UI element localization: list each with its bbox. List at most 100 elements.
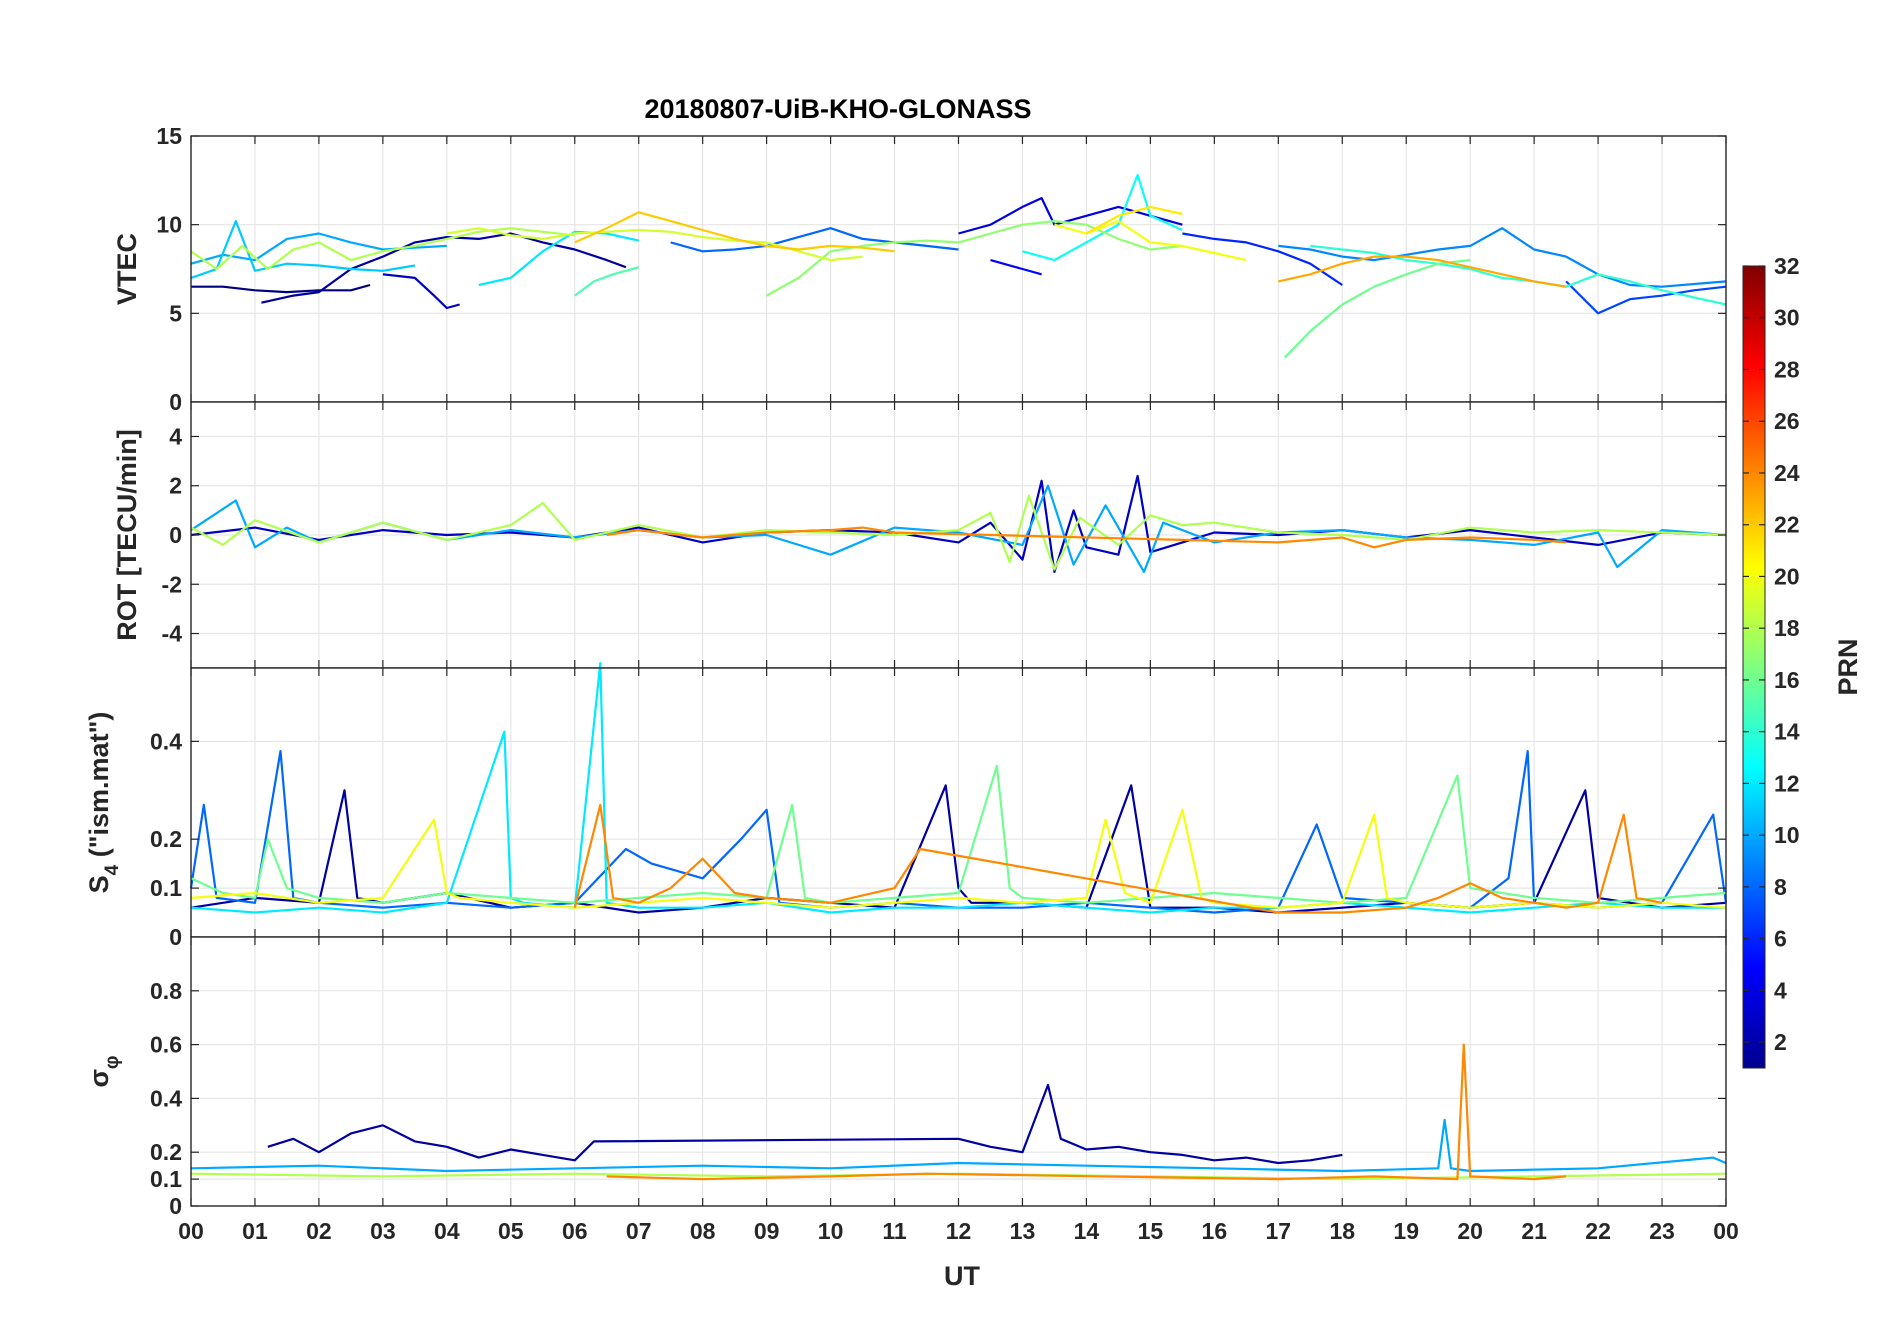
series-line-vtec-prn-9 (1278, 227, 1727, 288)
x-axis-label: UT (944, 1261, 980, 1291)
series-line-vtec-prn-1 (191, 283, 371, 294)
series-line-vtec-prn-21 (1085, 205, 1183, 235)
y-axis-label-main: S (84, 875, 114, 893)
y-axis-label-sigphi: σφ (84, 1055, 123, 1087)
y-axis-label-sub: φ (102, 1055, 123, 1069)
y-tick-label: 0 (169, 389, 182, 415)
colorbar-gradient (1742, 265, 1766, 1069)
y-tick-label: 0.6 (150, 1032, 182, 1058)
y-tick-label: 0 (169, 1193, 182, 1219)
series-group (189, 662, 1728, 914)
y-tick-label: 0.4 (150, 728, 182, 754)
y-tick-label: 0.2 (150, 826, 182, 852)
series-line-vtec-prn-13 (1022, 173, 1183, 262)
series-line-vtec-prn-5 (990, 259, 1042, 276)
series-line-vtec-prn-17 (766, 220, 1183, 297)
x-tick-label: 17 (1265, 1218, 1291, 1244)
y-tick-label: 0 (169, 522, 182, 548)
x-tick-label: 12 (946, 1218, 972, 1244)
colorbar-tick-label: 14 (1774, 719, 1800, 745)
series-line-sigphi-prn-10 (190, 1118, 1727, 1173)
colorbar-tick-label: 16 (1774, 667, 1800, 693)
x-tick-label: 04 (434, 1218, 460, 1244)
x-tick-label: 13 (1010, 1218, 1036, 1244)
y-axis-label-s4: S4 ("ism.mat") (84, 712, 123, 894)
x-tick-label: 20 (1457, 1218, 1483, 1244)
colorbar-tick-label: 10 (1774, 822, 1800, 848)
y-tick-label: -2 (162, 571, 182, 597)
x-tick-label: 00 (178, 1218, 204, 1244)
series-line-s4-prn-20 (190, 808, 1727, 909)
series-line-vtec-prn-14 (1310, 244, 1727, 306)
x-tick-label: 07 (626, 1218, 652, 1244)
y-tick-label: 0.8 (150, 978, 182, 1004)
series-line-vtec-prn-16 (1283, 259, 1471, 359)
series-line-vtec-prn-12 (478, 230, 639, 287)
series-line-vtec-prn-3 (382, 273, 460, 310)
y-tick-label: 2 (169, 473, 182, 499)
y-tick-label: 10 (156, 212, 182, 238)
colorbar-label: PRN (1833, 638, 1863, 695)
x-tick-label: 05 (498, 1218, 524, 1244)
x-tick-label: 02 (306, 1218, 332, 1244)
y-axis-label-rot: ROT [TECU/min] (112, 429, 142, 640)
series-line-s4-prn-12 (190, 662, 1726, 914)
series-line-s4-prn-24 (573, 803, 1663, 914)
colorbar-tick-label: 8 (1774, 874, 1787, 900)
y-axis-label-main: σ (84, 1069, 114, 1087)
colorbar-tick-label: 12 (1774, 770, 1800, 796)
series-line-s4-prn-16 (190, 764, 1727, 904)
y-tick-label: 0.1 (150, 1166, 182, 1192)
panel-sigphi: 00.10.2 0.4 0.6 0.8 σφ (84, 936, 1727, 1219)
y-tick-label: 0.1 (150, 875, 182, 901)
colorbar-tick-label: 26 (1774, 408, 1800, 434)
y-axis-label-rest: ("ism.mat") (84, 712, 114, 865)
x-tick-label: 10 (818, 1218, 844, 1244)
panel-vtec: 0 5 10 15 VTEC (112, 123, 1727, 415)
colorbar-tick-label: 20 (1774, 563, 1800, 589)
x-tick-label: 11 (882, 1218, 907, 1244)
y-tick-label: 4 (169, 423, 182, 449)
x-tick-label: 15 (1138, 1218, 1164, 1244)
colorbar-tick-label: 18 (1774, 615, 1800, 641)
series-line-vtec-prn-22 (574, 211, 895, 253)
panel-rot: -4 -2 0 2 4 ROT [TECU/min] (112, 401, 1727, 669)
colorbar-tick-label: 4 (1774, 977, 1787, 1003)
y-tick-label: 5 (169, 300, 182, 326)
y-axis-label-sub: 4 (102, 864, 123, 875)
series-line-rot-prn-18 (190, 494, 1727, 571)
x-tick-label: 08 (690, 1218, 716, 1244)
series-line-vtec-prn-7 (1565, 280, 1727, 315)
x-axis: 00 01 02 03 04 05 06 07 08 09 10 11 12 13 14 15 16 17 18 19… (178, 1218, 1739, 1244)
series-group (190, 1043, 1727, 1181)
y-tick-label: -4 (162, 621, 183, 647)
x-tick-label: 01 (242, 1218, 268, 1244)
x-tick-label: 18 (1329, 1218, 1355, 1244)
x-tick-label: 06 (562, 1218, 588, 1244)
series-line-vtec-prn-8 (670, 227, 959, 253)
x-tick-label: 19 (1393, 1218, 1419, 1244)
series-line-vtec-prn-15 (574, 266, 639, 297)
y-tick-label: 0.2 (150, 1139, 182, 1165)
series-line-sigphi-prn-24 (606, 1043, 1567, 1181)
y-tick-label: 0.4 (150, 1085, 182, 1111)
y-tick-label: 0 (169, 924, 182, 950)
panel-s4: 0 0.1 0.2 0.4 S4 ("ism.mat") (84, 662, 1728, 950)
colorbar-tick-label: 30 (1774, 305, 1800, 331)
series-line-vtec-prn-18 (190, 227, 575, 271)
x-tick-label: 09 (754, 1218, 780, 1244)
x-tick-label: 22 (1585, 1218, 1611, 1244)
colorbar-tick-label: 2 (1774, 1029, 1787, 1055)
colorbar-tick-label: 6 (1774, 926, 1787, 952)
series-line-sigphi-prn-2 (267, 1083, 1343, 1165)
series-group (190, 173, 1727, 359)
series-line-rot-prn-24 (606, 526, 1567, 549)
colorbar-tick-label: 32 (1774, 253, 1800, 279)
series-line-vtec-prn-2 (261, 232, 627, 304)
x-tick-label: 21 (1521, 1218, 1547, 1244)
colorbar-tick-label: 28 (1774, 356, 1800, 382)
x-tick-label: 23 (1649, 1218, 1675, 1244)
x-tick-label: 14 (1074, 1218, 1100, 1244)
x-tick-label: 16 (1202, 1218, 1228, 1244)
